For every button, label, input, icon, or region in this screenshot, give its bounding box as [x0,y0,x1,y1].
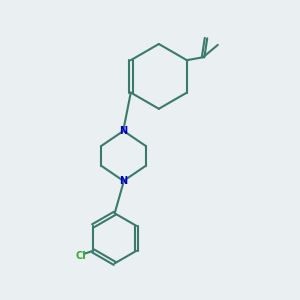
Text: Cl: Cl [76,251,87,261]
Text: N: N [119,126,128,136]
Text: N: N [119,176,128,186]
